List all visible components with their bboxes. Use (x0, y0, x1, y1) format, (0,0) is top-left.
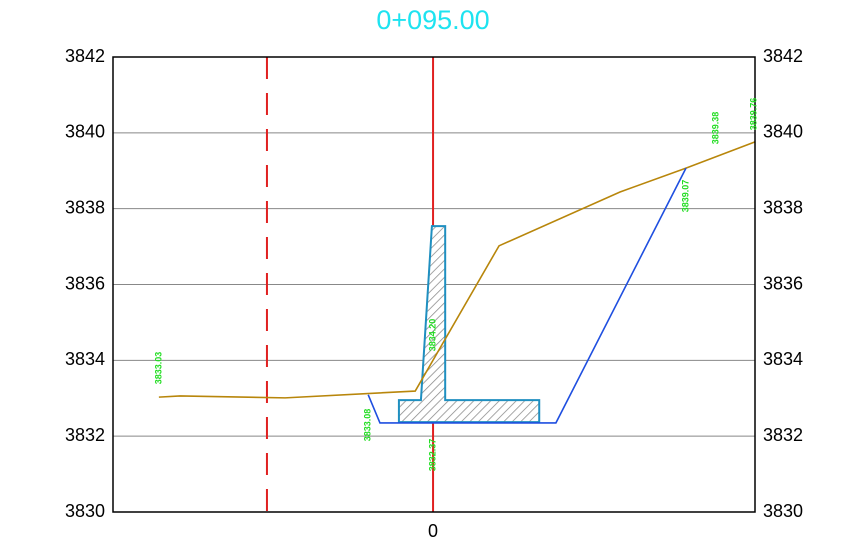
elevation-label: 3834.20 (427, 319, 437, 352)
elevation-label: 3833.08 (362, 409, 372, 442)
y-tick-label-right: 3842 (763, 46, 803, 66)
line-series (367, 167, 687, 424)
chart-title: 0+095.00 (376, 5, 489, 35)
y-tick-label-right: 3832 (763, 425, 803, 445)
y-tick-label-right: 3838 (763, 197, 803, 217)
y-tick-label: 3840 (65, 122, 105, 142)
line-series (158, 141, 756, 399)
y-tick-label: 3842 (65, 46, 105, 66)
elevation-label: 3833.03 (153, 352, 163, 385)
y-tick-label: 3832 (65, 425, 105, 445)
elevation-label: 3839.07 (680, 180, 690, 213)
elevation-label: 3839.76 (748, 98, 758, 131)
plot-frame (112, 56, 756, 513)
elevation-label: 3832.37 (427, 439, 437, 472)
y-tick-label-right: 3836 (763, 273, 803, 293)
y-tick-label-right: 3840 (763, 122, 803, 142)
elevation-label: 3839.38 (710, 112, 720, 145)
y-tick-label: 3836 (65, 273, 105, 293)
y-tick-label: 3834 (65, 349, 105, 369)
retaining-wall (397, 225, 541, 424)
y-tick-label: 3830 (65, 501, 105, 521)
y-tick-label: 3838 (65, 197, 105, 217)
y-tick-label-right: 3834 (763, 349, 803, 369)
y-tick-label-right: 3830 (763, 501, 803, 521)
x-tick-label: 0 (428, 521, 438, 538)
